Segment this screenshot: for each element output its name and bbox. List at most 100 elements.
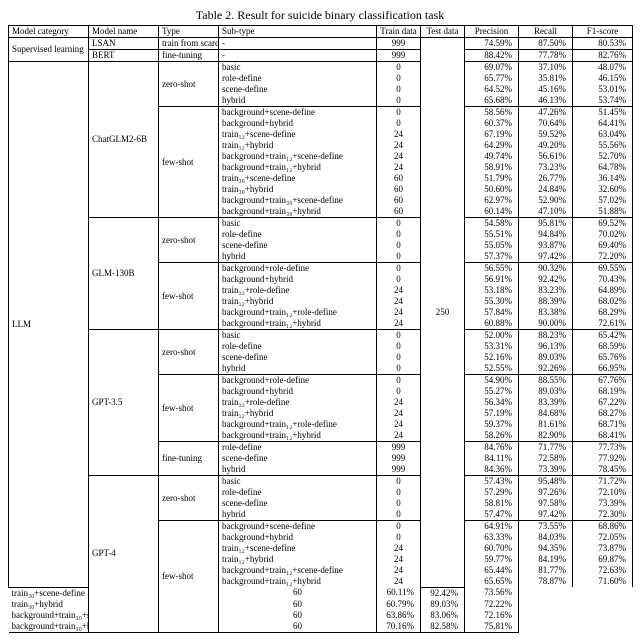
model-name: GPT-3.5 — [89, 330, 159, 476]
train-data: 60 — [219, 610, 377, 621]
sub-type: hybrid — [219, 251, 377, 263]
sub-type: train₁₂+hybrid — [219, 296, 377, 307]
sub-type: background+train₁₂+role-define — [219, 307, 377, 318]
type: fine-tuning — [159, 442, 219, 476]
sub-type: hybrid — [219, 95, 377, 107]
sub-type: background+role-define — [219, 263, 377, 275]
train-data: 0 — [377, 107, 421, 119]
precision: 58.91% — [465, 162, 519, 173]
type: zero-shot — [159, 218, 219, 263]
train-data: 24 — [377, 318, 421, 330]
precision: 67.19% — [465, 129, 519, 140]
f1: 65.42% — [573, 330, 633, 342]
precision: 52.00% — [465, 330, 519, 342]
precision: 55.27% — [465, 386, 519, 397]
f1: 64.89% — [573, 285, 633, 296]
f1: 73.56% — [465, 587, 519, 599]
precision: 55.51% — [465, 229, 519, 240]
f1: 75.81% — [465, 621, 519, 633]
type: few-shot — [159, 263, 219, 330]
recall: 93.87% — [519, 240, 573, 251]
sub-type: basic — [219, 330, 377, 342]
recall: 83.23% — [519, 285, 573, 296]
f1: 68.19% — [573, 386, 633, 397]
sub-type: scene-define — [219, 352, 377, 363]
train-data: 24 — [377, 430, 421, 442]
recall: 46.13% — [519, 95, 573, 107]
sub-type: background+train₁₂+hybrid — [219, 162, 377, 173]
train-data: 999 — [377, 442, 421, 454]
precision: 57.29% — [465, 487, 519, 498]
recall: 89.03% — [421, 599, 465, 610]
sub-type: background+train₃₀+scene-define — [219, 195, 377, 206]
f1: 52.70% — [573, 151, 633, 162]
f1: 72.05% — [573, 532, 633, 543]
f1: 51.88% — [573, 206, 633, 218]
precision: 57.47% — [465, 509, 519, 521]
precision: 64.29% — [465, 140, 519, 151]
train-data: 999 — [377, 50, 421, 62]
recall: 92.42% — [519, 274, 573, 285]
train-data: 24 — [377, 554, 421, 565]
f1: 65.76% — [573, 352, 633, 363]
model-name: LSAN — [89, 38, 159, 50]
sub-type: background+scene-define — [219, 521, 377, 533]
f1: 72.22% — [465, 599, 519, 610]
train-data: 0 — [377, 476, 421, 488]
sub-type: background+train₁₂+hybrid — [219, 576, 377, 587]
recall: 52.90% — [519, 195, 573, 206]
train-data: 0 — [377, 521, 421, 533]
precision: 60.70% — [465, 543, 519, 554]
recall: 84.03% — [519, 532, 573, 543]
recall: 82.90% — [519, 430, 573, 442]
recall: 84.19% — [519, 554, 573, 565]
recall: 87.50% — [519, 38, 573, 50]
f1: 51.45% — [573, 107, 633, 119]
model-name: GPT-4 — [89, 476, 159, 633]
recall: 84.68% — [519, 408, 573, 419]
precision: 59.37% — [465, 419, 519, 430]
precision: 49.74% — [465, 151, 519, 162]
precision: 55.30% — [465, 296, 519, 307]
precision: 60.14% — [465, 206, 519, 218]
recall: 49.20% — [519, 140, 573, 151]
recall: 26.77% — [519, 173, 573, 184]
sub-type: train₁₂+role-define — [219, 397, 377, 408]
precision: 58.56% — [465, 107, 519, 119]
precision: 55.05% — [465, 240, 519, 251]
precision: 52.16% — [465, 352, 519, 363]
recall: 90.32% — [519, 263, 573, 275]
sub-type: scene-define — [219, 498, 377, 509]
train-data: 24 — [377, 307, 421, 318]
col-header: Recall — [519, 26, 573, 38]
model-name: ChatGLM2-6B — [89, 62, 159, 218]
f1: 68.29% — [573, 307, 633, 318]
f1: 70.43% — [573, 274, 633, 285]
f1: 72.16% — [465, 610, 519, 621]
col-header: F1-score — [573, 26, 633, 38]
f1: 73.87% — [573, 543, 633, 554]
train-data: 24 — [377, 162, 421, 173]
recall: 97.26% — [519, 487, 573, 498]
train-data: 0 — [377, 341, 421, 352]
recall: 81.77% — [519, 565, 573, 576]
recall: 90.00% — [519, 318, 573, 330]
sub-type: train₃₀+scene-define — [219, 173, 377, 184]
precision: 54.90% — [465, 375, 519, 387]
train-data: 0 — [377, 352, 421, 363]
precision: 56.91% — [465, 274, 519, 285]
train-data: 0 — [377, 118, 421, 129]
sub-type: background+role-define — [219, 375, 377, 387]
f1: 68.86% — [573, 521, 633, 533]
recall: 73.55% — [519, 521, 573, 533]
sub-type: train₁₂+role-define — [219, 285, 377, 296]
train-data: 0 — [377, 218, 421, 230]
train-data: 0 — [377, 240, 421, 251]
recall: 97.58% — [519, 498, 573, 509]
train-data: 24 — [377, 408, 421, 419]
sub-type: train₃₀+scene-define — [9, 587, 89, 599]
sub-type: background+hybrid — [219, 274, 377, 285]
type: few-shot — [159, 521, 219, 633]
sub-type: scene-define — [219, 84, 377, 95]
f1: 48.07% — [573, 62, 633, 74]
